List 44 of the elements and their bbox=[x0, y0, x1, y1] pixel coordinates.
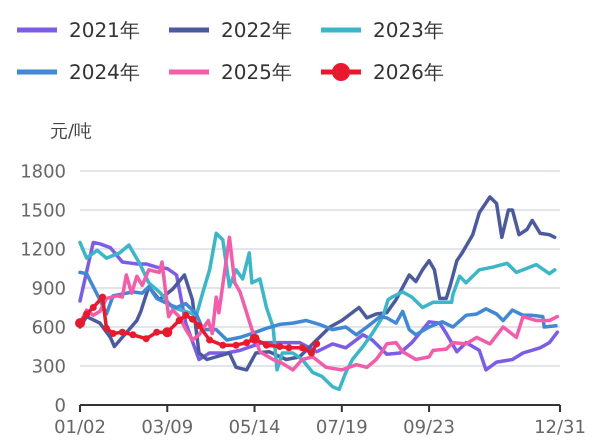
point bbox=[110, 330, 117, 337]
point bbox=[83, 310, 90, 318]
legend-label: 2025年 bbox=[221, 60, 292, 84]
y-tick-label: 1200 bbox=[20, 239, 66, 260]
y-tick-label: 0 bbox=[54, 395, 66, 416]
point bbox=[153, 328, 160, 336]
x-tick-label: 07/19 bbox=[316, 417, 368, 438]
point bbox=[118, 328, 126, 336]
point bbox=[276, 343, 284, 350]
point bbox=[232, 342, 240, 349]
y-tick-label: 1500 bbox=[20, 200, 66, 222]
x-tick-label: 09/23 bbox=[403, 417, 456, 438]
legend-label: 2021年 bbox=[69, 18, 140, 42]
point bbox=[219, 342, 226, 349]
legend-label: 2023年 bbox=[373, 18, 444, 42]
point bbox=[196, 322, 203, 330]
line-series bbox=[78, 232, 556, 392]
point bbox=[298, 344, 306, 352]
point bbox=[243, 339, 250, 346]
point bbox=[262, 342, 270, 349]
y-tick-label: 1800 bbox=[20, 161, 66, 182]
point bbox=[176, 317, 183, 324]
y-tick-label: 900 bbox=[32, 278, 66, 300]
x-tick-label: 12/31 bbox=[534, 417, 586, 438]
point bbox=[129, 331, 136, 338]
x-tick-label: 01/02 bbox=[54, 417, 106, 438]
point bbox=[206, 336, 214, 344]
point bbox=[285, 344, 292, 352]
point bbox=[188, 316, 196, 323]
y-tick-label: 600 bbox=[32, 317, 66, 338]
point bbox=[98, 294, 106, 301]
legend-label: 2026年 bbox=[373, 60, 444, 84]
x-tick-label: 03/09 bbox=[141, 417, 194, 438]
point bbox=[102, 324, 110, 332]
y-axis-title: 元/吨 bbox=[50, 121, 92, 142]
point bbox=[182, 312, 190, 319]
point bbox=[90, 304, 97, 311]
point bbox=[142, 335, 150, 342]
legend-label: 2024年 bbox=[69, 60, 140, 84]
point bbox=[308, 350, 315, 356]
x-tick-label: 05/14 bbox=[228, 417, 280, 438]
point bbox=[313, 340, 320, 348]
legend-label: 2022年 bbox=[221, 18, 292, 42]
y-tick-label: 300 bbox=[32, 356, 66, 378]
